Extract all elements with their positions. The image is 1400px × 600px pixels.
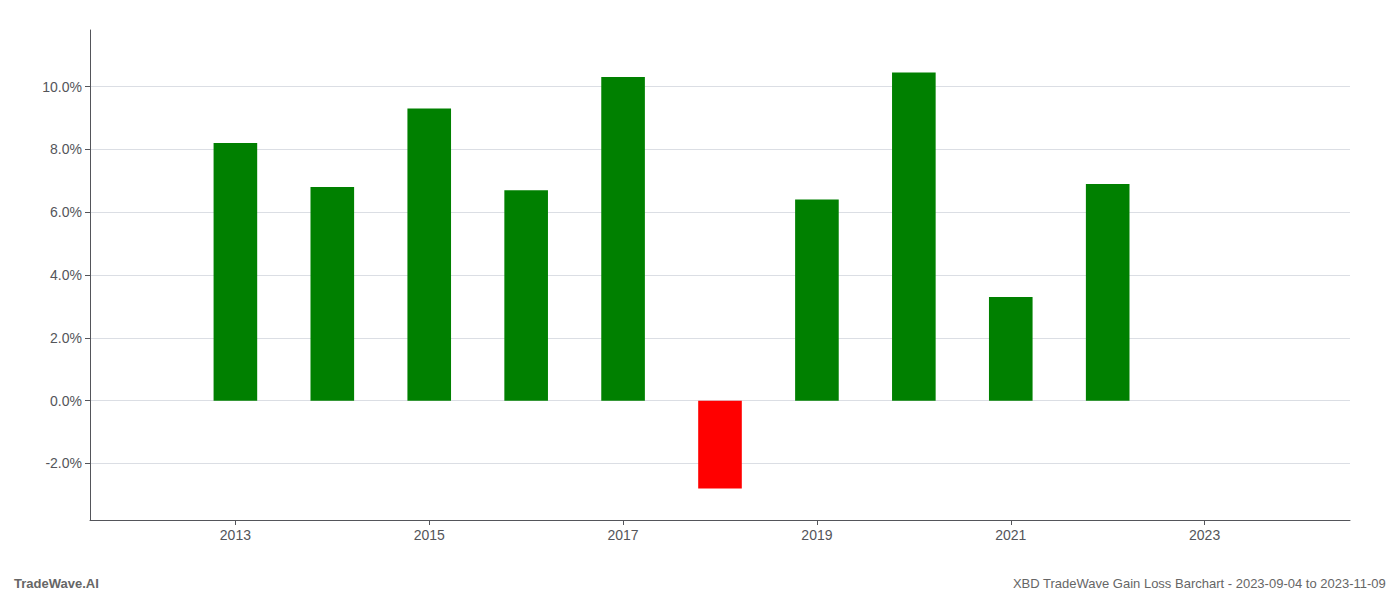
svg-text:2013: 2013 bbox=[220, 527, 251, 543]
svg-text:2017: 2017 bbox=[607, 527, 638, 543]
svg-text:6.0%: 6.0% bbox=[50, 204, 82, 220]
svg-text:-2.0%: -2.0% bbox=[45, 455, 82, 471]
svg-text:TradeWave.AI: TradeWave.AI bbox=[14, 576, 99, 591]
svg-text:0.0%: 0.0% bbox=[50, 393, 82, 409]
svg-text:8.0%: 8.0% bbox=[50, 141, 82, 157]
svg-text:2021: 2021 bbox=[995, 527, 1026, 543]
svg-text:10.0%: 10.0% bbox=[42, 79, 82, 95]
svg-text:2023: 2023 bbox=[1189, 527, 1220, 543]
svg-text:2.0%: 2.0% bbox=[50, 330, 82, 346]
svg-text:XBD TradeWave Gain Loss Barcha: XBD TradeWave Gain Loss Barchart - 2023-… bbox=[1013, 576, 1386, 591]
svg-text:2019: 2019 bbox=[801, 527, 832, 543]
svg-text:4.0%: 4.0% bbox=[50, 267, 82, 283]
svg-text:2015: 2015 bbox=[414, 527, 445, 543]
